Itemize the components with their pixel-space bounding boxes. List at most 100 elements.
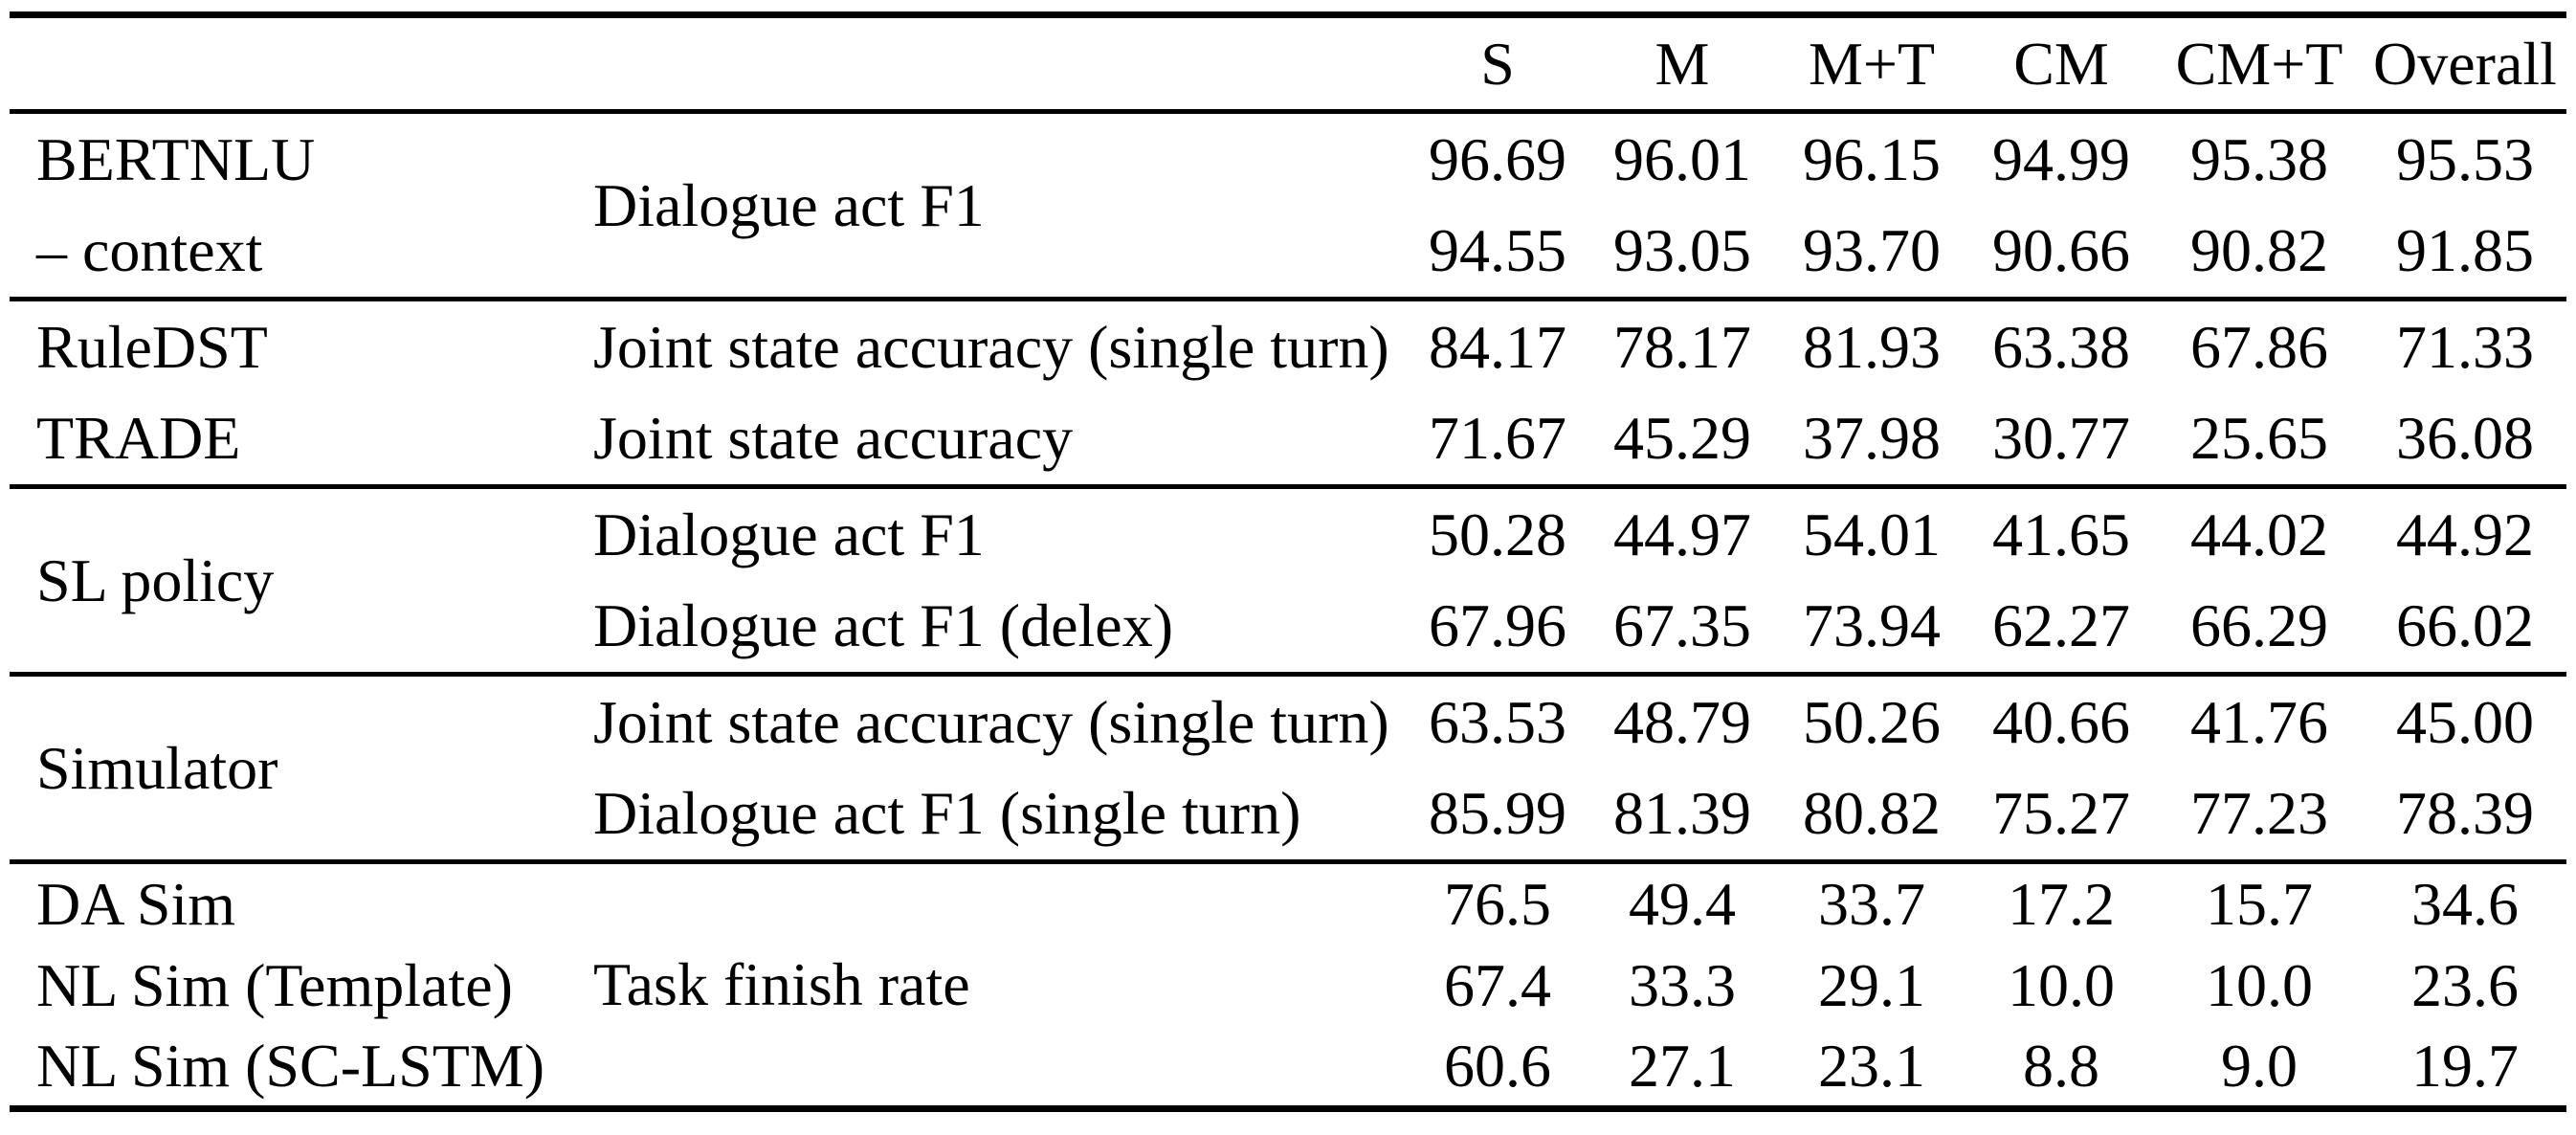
model-cell: TRADE — [36, 404, 241, 473]
value-cell: 96.15 — [1803, 124, 1941, 193]
value-cell: 17.2 — [2008, 869, 2115, 938]
value-cell: 60.6 — [1444, 1031, 1551, 1100]
section-sl-policy: SL policy Dialogue act F1 50.28 44.97 54… — [10, 486, 2566, 675]
metric-cell: Joint state accuracy — [593, 404, 1074, 473]
model-cell: – context — [36, 216, 263, 285]
table-row: BERTNLU Dialogue act F1 96.69 96.01 96.1… — [10, 112, 2566, 239]
value-cell: 71.67 — [1429, 404, 1566, 473]
section-simulator: Simulator Joint state accuracy (single t… — [10, 674, 2566, 862]
value-cell: 71.33 — [2396, 312, 2534, 381]
value-cell: 45.00 — [2396, 687, 2534, 756]
value-cell: 91.85 — [2396, 216, 2534, 285]
value-cell: 29.1 — [1818, 950, 1925, 1019]
value-cell: 27.1 — [1629, 1031, 1736, 1100]
value-cell: 96.69 — [1429, 124, 1566, 193]
value-cell: 63.53 — [1429, 687, 1566, 756]
value-cell: 76.5 — [1444, 869, 1551, 938]
value-cell: 93.05 — [1613, 216, 1751, 285]
table-row: DA Sim Task finish rate 76.5 49.4 33.7 1… — [10, 862, 2566, 1018]
value-cell: 23.1 — [1818, 1031, 1925, 1100]
column-header-cm: CM — [2013, 29, 2109, 98]
value-cell: 62.27 — [1992, 591, 2130, 660]
model-cell: Simulator — [36, 733, 278, 802]
column-header-mt: M+T — [1808, 29, 1936, 98]
value-cell: 63.38 — [1992, 312, 2130, 381]
value-cell: 45.29 — [1613, 404, 1751, 473]
section-dst: RuleDST Joint state accuracy (single tur… — [10, 299, 2566, 487]
table-row: Dialogue act F1 (delex) 67.96 67.35 73.9… — [10, 581, 2566, 675]
value-cell: 84.17 — [1429, 312, 1566, 381]
value-cell: 95.53 — [2396, 124, 2534, 193]
value-cell: 81.93 — [1803, 312, 1941, 381]
value-cell: 19.7 — [2411, 1031, 2519, 1100]
value-cell: 94.55 — [1429, 216, 1566, 285]
value-cell: 33.3 — [1629, 950, 1736, 1019]
value-cell: 50.26 — [1803, 687, 1941, 756]
column-header-overall: Overall — [2373, 29, 2557, 98]
metric-cell: Dialogue act F1 — [593, 500, 985, 568]
value-cell: 80.82 — [1803, 779, 1941, 848]
value-cell: 10.0 — [2008, 950, 2115, 1019]
value-cell: 44.97 — [1613, 500, 1751, 568]
value-cell: 49.4 — [1629, 869, 1736, 938]
value-cell: 77.23 — [2190, 779, 2328, 848]
value-cell: 36.08 — [2396, 404, 2534, 473]
value-cell: 37.98 — [1803, 404, 1941, 473]
empty-header-model — [10, 15, 569, 112]
column-header-m: M — [1654, 29, 1710, 98]
value-cell: 41.76 — [2190, 687, 2328, 756]
metric-cell: Joint state accuracy (single turn) — [593, 687, 1389, 756]
table-row: NL Sim (Template) 67.4 33.3 29.1 10.0 10… — [10, 945, 2566, 1027]
value-cell: 40.66 — [1992, 687, 2130, 756]
value-cell: 34.6 — [2411, 869, 2519, 938]
metric-cell: Dialogue act F1 (delex) — [593, 591, 1173, 660]
value-cell: 67.86 — [2190, 312, 2328, 381]
section-bertnlu: BERTNLU Dialogue act F1 96.69 96.01 96.1… — [10, 111, 2566, 300]
results-table: S M M+T CM CM+T Overall BERTNLU Dialogue… — [10, 11, 2566, 1112]
value-cell: 48.79 — [1613, 687, 1751, 756]
value-cell: 25.65 — [2190, 404, 2328, 473]
value-cell: 95.38 — [2190, 124, 2328, 193]
model-cell: NL Sim (Template) — [36, 950, 513, 1019]
header-row: S M M+T CM CM+T Overall — [10, 15, 2566, 112]
value-cell: 67.35 — [1613, 591, 1751, 660]
value-cell: 90.82 — [2190, 216, 2328, 285]
value-cell: 78.39 — [2396, 779, 2534, 848]
value-cell: 23.6 — [2411, 950, 2519, 1019]
value-cell: 50.28 — [1429, 500, 1566, 568]
model-cell: SL policy — [36, 545, 275, 614]
table-header: S M M+T CM CM+T Overall — [10, 15, 2566, 112]
table-row: RuleDST Joint state accuracy (single tur… — [10, 300, 2566, 393]
table-row: TRADE Joint state accuracy 71.67 45.29 3… — [10, 393, 2566, 487]
value-cell: 75.27 — [1992, 779, 2130, 848]
value-cell: 30.77 — [1992, 404, 2130, 473]
value-cell: 96.01 — [1613, 124, 1751, 193]
value-cell: 54.01 — [1803, 500, 1941, 568]
value-cell: 10.0 — [2206, 950, 2313, 1019]
value-cell: 90.66 — [1992, 216, 2130, 285]
value-cell: 81.39 — [1613, 779, 1751, 848]
metric-cell: Dialogue act F1 — [593, 170, 985, 239]
value-cell: 93.70 — [1803, 216, 1941, 285]
empty-header-metric — [569, 15, 1407, 112]
value-cell: 41.65 — [1992, 500, 2130, 568]
metric-cell: Task finish rate — [593, 950, 970, 1018]
value-cell: 67.4 — [1444, 950, 1551, 1019]
value-cell: 85.99 — [1429, 779, 1566, 848]
value-cell: 67.96 — [1429, 591, 1566, 660]
value-cell: 9.0 — [2221, 1031, 2298, 1100]
value-cell: 44.02 — [2190, 500, 2328, 568]
model-cell: RuleDST — [36, 312, 268, 381]
value-cell: 15.7 — [2206, 869, 2313, 938]
column-header-s: S — [1480, 29, 1515, 98]
section-simulation: DA Sim Task finish rate 76.5 49.4 33.7 1… — [10, 861, 2566, 1109]
metric-cell: Joint state accuracy (single turn) — [593, 312, 1389, 381]
value-cell: 44.92 — [2396, 500, 2534, 568]
table-row: NL Sim (SC-LSTM) 60.6 27.1 23.1 8.8 9.0 … — [10, 1027, 2566, 1109]
value-cell: 94.99 — [1992, 124, 2130, 193]
table-row: Dialogue act F1 (single turn) 85.99 81.3… — [10, 768, 2566, 862]
model-cell: NL Sim (SC-LSTM) — [36, 1031, 544, 1100]
value-cell: 66.02 — [2396, 591, 2534, 660]
value-cell: 73.94 — [1803, 591, 1941, 660]
column-header-cmt: CM+T — [2175, 29, 2343, 98]
